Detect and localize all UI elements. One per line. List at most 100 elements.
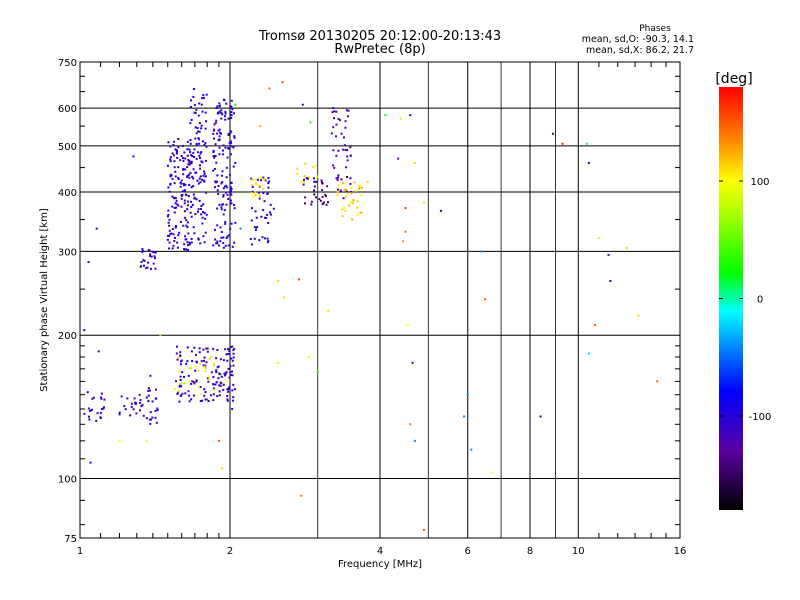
data-point [222,383,225,386]
data-point [180,155,183,158]
data-point [219,381,222,384]
data-point [176,156,179,159]
data-point [552,132,555,135]
data-point [166,215,169,218]
data-point [225,353,228,356]
colorbar-ticks: 100 0 -100 [719,177,771,423]
data-point [134,402,137,405]
data-point [258,195,261,198]
data-point [268,87,271,90]
y-tick-label: 200 [58,331,77,342]
data-point [625,247,628,250]
data-point [151,400,154,403]
data-point [200,393,203,396]
data-point [175,380,178,383]
data-point [263,200,266,203]
data-point [224,112,227,115]
data-point [174,170,177,173]
data-point [224,222,227,225]
data-point [196,151,199,154]
data-point [154,251,157,254]
data-point [198,102,201,105]
data-point [212,149,215,152]
data-point [345,109,348,112]
data-point [269,211,272,214]
data-point [175,225,178,228]
data-point [171,177,174,180]
data-point [167,234,170,237]
data-point [304,196,307,199]
data-point [176,392,179,395]
data-point [204,367,207,370]
data-point [222,153,225,156]
data-point [217,129,220,132]
data-point [186,166,189,169]
data-point [193,88,196,91]
data-point [230,111,233,114]
data-point [182,168,185,171]
data-point [185,362,188,365]
data-point [322,201,325,204]
data-point [132,408,135,411]
data-point [176,246,179,249]
data-point [100,408,103,411]
data-point [216,349,219,352]
data-point [337,149,340,152]
data-point [183,151,186,154]
data-point [480,250,483,253]
data-point [231,407,234,410]
data-point [174,148,177,151]
data-point [192,185,195,188]
data-point [199,242,202,245]
data-point [195,380,198,383]
data-point [202,348,205,351]
data-point [413,439,416,442]
data-point [213,228,216,231]
data-point [143,264,146,267]
data-point [216,189,219,192]
data-point [358,184,361,187]
data-point [195,354,198,357]
data-point [88,418,91,421]
data-point [197,182,200,185]
data-point [195,360,198,363]
data-point [203,241,206,244]
data-point [269,213,272,216]
data-point [204,231,207,234]
data-point [197,385,200,388]
data-point [214,238,217,241]
data-point [347,115,350,118]
data-point [190,398,193,401]
data-point [214,143,217,146]
stats-x-mode: mean, sd,X: 86.2, 21.7 [586,45,694,56]
data-point [153,251,156,254]
data-point [332,117,335,120]
data-point [197,138,200,141]
data-point [227,147,230,150]
data-point [223,99,226,102]
data-point [251,178,254,181]
data-point [227,367,230,370]
data-point [229,144,232,147]
data-point [217,377,220,380]
data-point [83,329,86,332]
data-point [222,242,225,245]
data-point [118,413,121,416]
data-point [233,241,236,244]
data-point [335,123,338,126]
data-point [225,176,228,179]
x-tick-label: 1 [77,546,83,557]
data-point [175,206,178,209]
data-point [197,237,200,240]
data-point [220,174,223,177]
data-point [87,407,90,410]
data-point [213,363,216,366]
data-point [259,176,262,179]
y-tick-label: 100 [58,475,77,486]
data-point [155,421,158,424]
data-point [239,227,242,230]
data-point [179,159,182,162]
data-point [207,376,210,379]
data-point [226,186,229,189]
data-point [300,180,303,183]
